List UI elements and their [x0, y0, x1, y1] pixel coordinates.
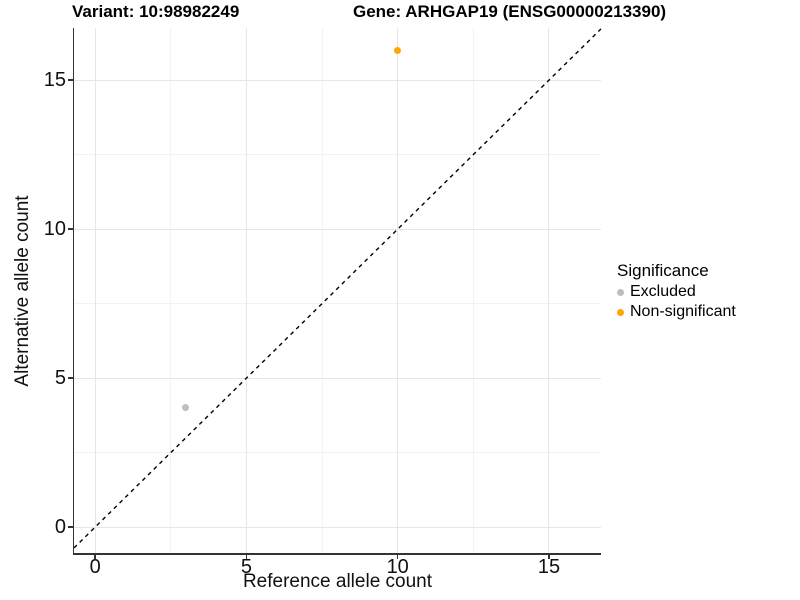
y-tick-label: 15	[43, 69, 66, 92]
y-tick-mark	[68, 228, 73, 230]
x-tick-mark	[245, 554, 248, 559]
x-tick-label: 10	[386, 556, 409, 578]
major-gridline-x	[397, 28, 399, 553]
y-tick-mark	[68, 79, 73, 81]
x-axis-title: Reference allele count	[242, 571, 433, 592]
legend-items: Excluded Non-significant	[617, 282, 797, 322]
identity-line	[73, 28, 602, 549]
y-tick-label: 10	[43, 218, 66, 241]
plot-panel	[73, 28, 602, 553]
minor-gridline-y	[74, 452, 601, 454]
x-tick-label: 0	[89, 556, 101, 578]
legend-item-excluded: Excluded	[617, 282, 797, 302]
variant-title: Variant: 10:98982249	[72, 2, 240, 21]
major-gridline-x	[548, 28, 550, 553]
legend-key-dot-excluded	[617, 288, 624, 296]
gene-title: Gene: ARHGAP19 (ENSG00000213390)	[353, 2, 667, 21]
y-tick-mark	[68, 377, 73, 379]
legend-label: Non-significant	[630, 303, 736, 320]
legend-key-dot-non-significant	[617, 308, 624, 316]
x-tick-label: 5	[240, 556, 252, 578]
y-axis-line	[72, 28, 74, 555]
major-gridline-y	[74, 228, 601, 230]
minor-gridline-x	[321, 28, 323, 553]
major-gridline-y	[74, 377, 601, 379]
legend-item-non-significant: Non-significant	[617, 302, 797, 322]
minor-gridline-x	[170, 28, 172, 553]
x-tick-mark	[396, 554, 399, 559]
data-point-excluded	[182, 404, 190, 412]
legend-title: Significance	[617, 261, 709, 280]
minor-gridline-y	[74, 154, 601, 156]
major-gridline-y	[74, 79, 601, 81]
legend: Significance Excluded Non-significant	[617, 260, 797, 322]
x-axis-line	[72, 553, 601, 555]
major-gridline-x	[245, 28, 247, 553]
y-tick-mark	[68, 526, 73, 528]
x-tick-label: 15	[537, 556, 561, 578]
major-gridline-x	[94, 28, 96, 553]
major-gridline-y	[74, 526, 601, 528]
y-axis-title: Alternative allele count	[12, 195, 33, 387]
x-tick-mark	[548, 554, 550, 559]
y-tick-label: 0	[54, 516, 66, 539]
minor-gridline-x	[472, 28, 474, 553]
y-tick-label: 5	[54, 367, 66, 390]
minor-gridline-y	[74, 303, 601, 305]
x-tick-mark	[94, 554, 96, 559]
data-point-non-significant	[394, 46, 402, 54]
legend-label: Excluded	[630, 283, 696, 300]
